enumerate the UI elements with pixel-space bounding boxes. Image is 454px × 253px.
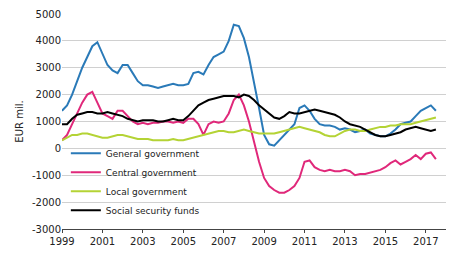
svg-text:2001: 2001 — [90, 236, 115, 247]
svg-text:3000: 3000 — [36, 62, 61, 73]
svg-text:2011: 2011 — [292, 236, 317, 247]
svg-text:Local government: Local government — [106, 187, 188, 197]
svg-text:Central government: Central government — [106, 168, 197, 178]
svg-text:2003: 2003 — [130, 236, 155, 247]
svg-text:2017: 2017 — [413, 236, 438, 247]
svg-text:-1000: -1000 — [32, 170, 61, 181]
svg-text:2015: 2015 — [373, 236, 398, 247]
svg-text:2005: 2005 — [171, 236, 196, 247]
svg-text:-3000: -3000 — [32, 224, 61, 235]
svg-text:4000: 4000 — [36, 35, 61, 46]
svg-text:5000: 5000 — [36, 9, 61, 20]
svg-text:EUR mil.: EUR mil. — [14, 100, 25, 142]
svg-text:2000: 2000 — [36, 89, 61, 100]
svg-text:2007: 2007 — [211, 236, 236, 247]
svg-text:0: 0 — [55, 143, 61, 154]
svg-text:General government: General government — [106, 149, 200, 159]
svg-text:2013: 2013 — [332, 236, 357, 247]
svg-text:Social security funds: Social security funds — [106, 206, 200, 216]
svg-text:1000: 1000 — [36, 116, 61, 127]
svg-text:1999: 1999 — [49, 236, 74, 247]
svg-text:2009: 2009 — [251, 236, 276, 247]
svg-text:-2000: -2000 — [32, 197, 61, 208]
